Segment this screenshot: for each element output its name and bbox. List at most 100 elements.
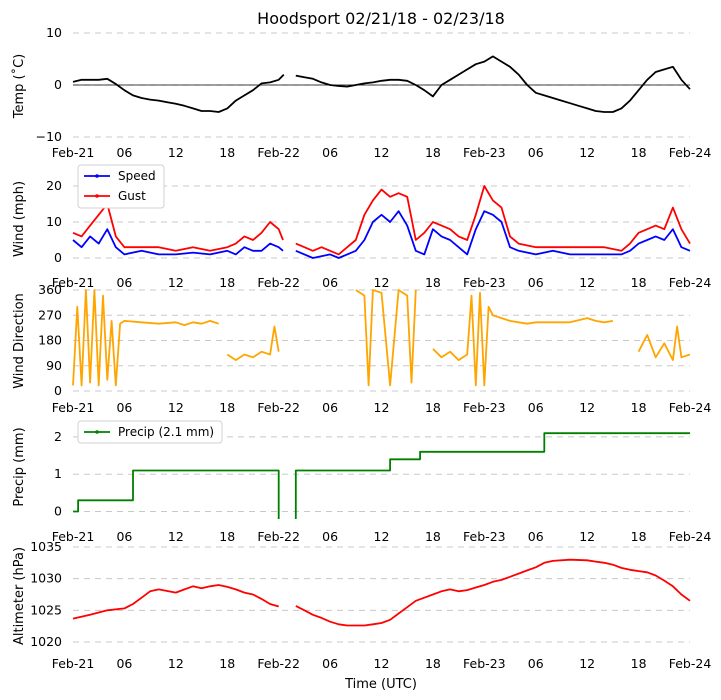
altimeter-xtick-label: Feb-24 [669, 656, 712, 671]
temp-xtick-label: 06 [528, 145, 544, 160]
temp-xtick-label: Feb-23 [463, 145, 506, 160]
precip-xtick-label: 06 [528, 529, 544, 544]
wind-direction-panel: 0 90 180 270 360 Feb-21 06 12 18 Feb-22 06 12 18 Feb… [12, 282, 711, 415]
wind-xtick-label: Feb-21 [52, 275, 95, 290]
temp-ytick-label: −10 [36, 129, 62, 144]
wind-direction-ytick-label: 0 [54, 383, 62, 398]
wind-xtick-label: 06 [528, 275, 544, 290]
altimeter-xtick-label: 06 [322, 656, 338, 671]
altimeter-panel: 1020 1025 1030 1035 Feb-21 06 12 18 Feb-22 06 12 1… [12, 539, 711, 671]
altimeter-xtick-label: Feb-23 [463, 656, 506, 671]
legend-label-precip: Precip (2.1 mm) [118, 425, 214, 439]
temp-xtick-label: 18 [219, 145, 235, 160]
wind-direction-xtick-label: Feb-24 [669, 400, 712, 415]
precip-legend: Precip (2.1 mm) [77, 420, 223, 444]
legend-marker-speed [95, 174, 99, 178]
x-axis-label: Time (UTC) [344, 677, 417, 692]
precip-ytick-label: 1 [54, 466, 62, 481]
precip-ytick-label: 0 [54, 504, 62, 519]
precip-xtick-label: 18 [631, 529, 647, 544]
wind-ytick-label: 10 [46, 214, 62, 229]
wind-direction-xtick-label: 06 [116, 400, 132, 415]
wind-ytick-label: 20 [46, 178, 62, 193]
wind-direction-series-direction [226, 325, 280, 361]
precip-xtick-label: 12 [168, 529, 184, 544]
altimeter-xtick-label: 18 [631, 656, 647, 671]
wind-speed-panel: 0 10 20 Feb-21 06 12 18 Feb-22 06 12 18 Feb-23 06 12… [12, 164, 712, 290]
temp-series-temp [72, 73, 285, 113]
wind-xtick-label: 18 [631, 275, 647, 290]
temp-xtick-label: 06 [322, 145, 338, 160]
wind-xtick-label: 18 [219, 275, 235, 290]
wind-axis-label: Wind (mph) [12, 181, 27, 257]
altimeter-xtick-label: 06 [528, 656, 544, 671]
wind-direction-xtick-label: 06 [528, 400, 544, 415]
temp-xtick-label: 18 [631, 145, 647, 160]
precip-xtick-label: 12 [579, 529, 595, 544]
temp-series-temp [295, 55, 691, 113]
legend-marker-gust [95, 194, 99, 198]
wind-direction-xtick-label: Feb-23 [463, 400, 506, 415]
altimeter-xtick-label: 18 [425, 656, 441, 671]
altimeter-xtick-label: Feb-21 [52, 656, 95, 671]
legend-label-speed: Speed [118, 169, 156, 183]
wind-direction-ytick-label: 90 [46, 358, 62, 373]
precip-xtick-label: 06 [116, 529, 132, 544]
altimeter-xtick-label: 18 [219, 656, 235, 671]
precip-xtick-label: Feb-24 [669, 529, 712, 544]
precip-xtick-label: Feb-23 [463, 529, 506, 544]
wind-direction-series-direction [355, 289, 417, 387]
wind-direction-xtick-label: 12 [168, 400, 184, 415]
precip-xtick-label: 18 [219, 529, 235, 544]
temp-xtick-label: Feb-22 [257, 145, 300, 160]
wind-series-speed [295, 210, 691, 259]
altimeter-series-altimeter [72, 584, 279, 620]
precip-series-precip-2-1-mm- [73, 469, 280, 519]
wind-direction-series-direction [637, 325, 691, 361]
wind-direction-xtick-label: Feb-22 [257, 400, 300, 415]
wind-xtick-label: 06 [116, 275, 132, 290]
precip-xtick-label: Feb-21 [52, 529, 95, 544]
altimeter-series-altimeter [295, 558, 691, 627]
altimeter-axis-label: Altimeter (hPa) [12, 547, 27, 645]
temp-axis-label: Temp (˚C) [11, 54, 27, 120]
temp-xtick-label: Feb-21 [52, 145, 95, 160]
temp-xtick-label: 18 [425, 145, 441, 160]
wind-xtick-label: Feb-24 [669, 275, 712, 290]
wind-legend: Speed Gust [77, 164, 165, 209]
altimeter-ytick-label: 1020 [30, 634, 62, 649]
altimeter-xtick-label: 12 [579, 656, 595, 671]
temp-xtick-label: 12 [374, 145, 390, 160]
wind-series-gust [295, 185, 691, 256]
wind-xtick-label: 12 [168, 275, 184, 290]
wind-xtick-label: 18 [425, 275, 441, 290]
precip-xtick-label: Feb-22 [257, 529, 300, 544]
precip-panel: 012 Feb-21 06 12 18 Feb-22 06 12 18 Feb-23 06 12 18… [12, 420, 712, 544]
wind-xtick-label: Feb-22 [257, 275, 300, 290]
altimeter-xtick-label: 12 [168, 656, 184, 671]
wind-direction-ytick-label: 270 [38, 307, 62, 322]
precip-series-precip-2-1-mm- [294, 432, 690, 519]
temp-xtick-label: 06 [116, 145, 132, 160]
wind-xtick-label: 12 [579, 275, 595, 290]
wind-direction-xtick-label: 12 [579, 400, 595, 415]
altimeter-ytick-label: 1025 [30, 602, 62, 617]
wind-direction-axis-label: Wind Direction [12, 293, 27, 389]
altimeter-ytick-label: 1035 [30, 539, 62, 554]
altimeter-xtick-label: 06 [116, 656, 132, 671]
wind-xtick-label: Feb-23 [463, 275, 506, 290]
wind-direction-xtick-label: 06 [322, 400, 338, 415]
wind-direction-xtick-label: Feb-21 [52, 400, 95, 415]
precip-axis-label: Precip (mm) [12, 427, 27, 506]
wind-xtick-label: 12 [374, 275, 390, 290]
altimeter-xtick-label: 12 [374, 656, 390, 671]
temp-ytick-label: 0 [54, 77, 62, 92]
legend-label-gust: Gust [118, 189, 146, 203]
precip-xtick-label: 12 [374, 529, 390, 544]
wind-direction-ytick-label: 360 [38, 282, 62, 297]
legend-marker-precip [95, 430, 99, 434]
temp-xtick-label: 12 [168, 145, 184, 160]
altimeter-ytick-label: 1030 [30, 571, 62, 586]
wind-direction-xtick-label: 18 [631, 400, 647, 415]
